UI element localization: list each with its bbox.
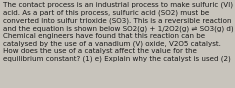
Text: The contact process is an industrial process to make sulfuric (VI)
acid. As a pa: The contact process is an industrial pro… [3, 1, 233, 62]
